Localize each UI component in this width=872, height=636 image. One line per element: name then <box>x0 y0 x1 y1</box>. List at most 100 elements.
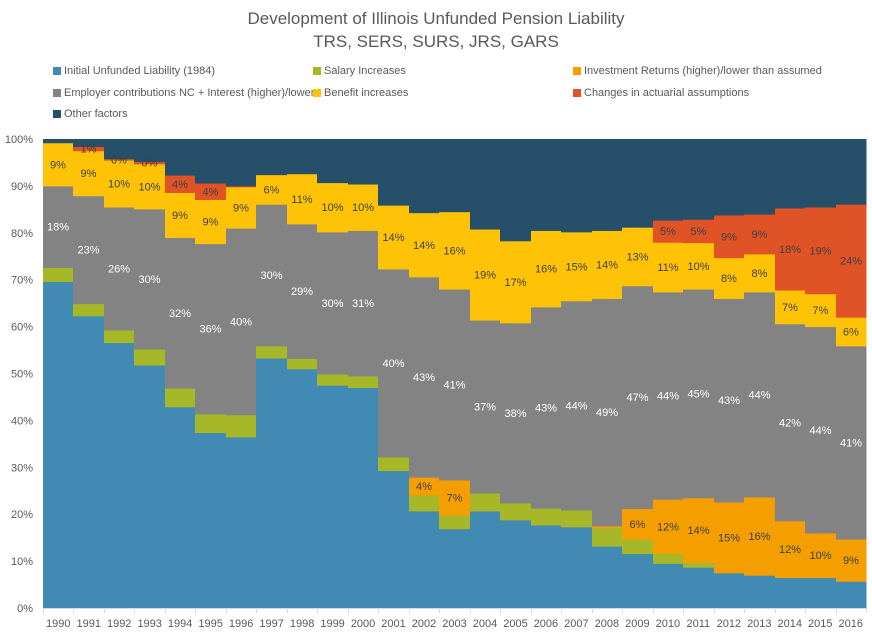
data-label: 9% <box>81 168 97 180</box>
area-segment <box>165 175 196 193</box>
data-label: 43% <box>718 395 740 407</box>
area-segment <box>683 242 715 290</box>
data-label: 40% <box>382 358 404 370</box>
data-label: 7% <box>782 302 798 314</box>
x-tick-label: 2001 <box>381 618 405 630</box>
area-segment <box>744 291 776 498</box>
area-segment <box>592 527 623 547</box>
legend-swatch <box>53 110 61 118</box>
x-tick-label: 2012 <box>717 618 741 630</box>
x-tick-label: 1997 <box>259 618 283 630</box>
area-segment <box>683 497 715 564</box>
area-segment <box>622 508 654 540</box>
area-segment <box>653 499 684 555</box>
data-label: 6% <box>264 184 280 196</box>
x-tick-label: 1990 <box>46 618 70 630</box>
area-segment <box>165 406 196 609</box>
x-tick-label: 2000 <box>351 618 375 630</box>
area-segment <box>134 208 166 350</box>
data-label: 45% <box>687 388 709 400</box>
area-segment <box>256 358 288 609</box>
x-tick-label: 1995 <box>198 618 222 630</box>
y-tick-label: 90% <box>11 181 33 193</box>
area-segment <box>317 373 349 386</box>
area-segment <box>439 515 471 530</box>
area-segment <box>226 139 257 187</box>
area-segment <box>256 204 288 347</box>
area-segment <box>653 220 684 243</box>
data-label: 19% <box>809 245 831 257</box>
area-segment <box>287 139 318 175</box>
data-label: 30% <box>138 274 160 286</box>
legend-swatch <box>573 67 581 75</box>
area-segment <box>439 139 471 213</box>
data-label: 29% <box>291 286 313 298</box>
area-segment <box>805 139 837 208</box>
area-segment <box>683 289 715 499</box>
area-segment <box>653 291 684 500</box>
area-segment <box>836 204 867 318</box>
area-segment <box>73 303 105 317</box>
data-label: 15% <box>565 261 587 273</box>
area-segment <box>409 510 440 609</box>
area-segment <box>104 158 135 161</box>
x-tick-label: 1998 <box>290 618 314 630</box>
area-segment <box>43 267 74 283</box>
area-segment <box>622 285 654 510</box>
area-segment <box>104 139 135 160</box>
area-segment <box>348 139 379 185</box>
area-segment <box>470 139 501 230</box>
legend-item-other: Other factors <box>53 108 128 120</box>
area-segment <box>195 139 227 184</box>
x-tick-label: 2002 <box>412 618 436 630</box>
legend-label: Employer contributions NC + Interest (hi… <box>64 87 315 99</box>
legend-label: Benefit increases <box>324 87 409 99</box>
area-segment <box>73 315 105 609</box>
area-segment <box>134 349 166 366</box>
data-label: 7% <box>447 493 463 505</box>
data-label: 44% <box>565 400 587 412</box>
y-tick-label: 80% <box>11 228 33 240</box>
legend-item-employer: Employer contributions NC + Interest (hi… <box>53 87 314 99</box>
data-label: 16% <box>535 264 557 276</box>
area-segment <box>775 139 806 209</box>
area-segment <box>165 388 196 408</box>
data-label: 49% <box>596 407 618 419</box>
x-tick-label: 2011 <box>687 618 711 630</box>
area-segment <box>744 253 776 293</box>
data-label: 8% <box>721 273 737 285</box>
legend-swatch <box>573 89 581 97</box>
data-label: 4% <box>172 179 188 191</box>
area-segment <box>500 519 532 609</box>
area-segment <box>683 139 715 220</box>
data-label: 9% <box>203 217 219 229</box>
area-segment <box>561 509 593 528</box>
area-segment <box>775 207 806 291</box>
area-segment <box>683 562 715 568</box>
area-segment <box>653 563 684 609</box>
area-segment <box>43 281 74 609</box>
area-segment <box>409 477 440 496</box>
x-tick-label: 2004 <box>473 618 497 630</box>
legend-label: Changes in actuarial assumptions <box>584 87 750 99</box>
area-segment <box>714 572 745 609</box>
legend-item-benefit: Benefit increases <box>313 87 408 99</box>
area-segment <box>531 306 562 509</box>
legend-swatch <box>313 89 321 97</box>
y-tick-label: 0% <box>17 603 33 615</box>
area-segment <box>622 539 654 555</box>
area-segment <box>744 139 776 215</box>
area-segment <box>43 142 74 187</box>
area-segment <box>134 161 166 165</box>
area-segment <box>836 317 867 347</box>
y-tick-label: 10% <box>11 556 33 568</box>
legend-item-salary: Salary Increases <box>313 65 406 77</box>
legend-item-investment: Investment Returns (higher)/lower than a… <box>573 65 822 77</box>
data-label: 0% <box>142 158 158 170</box>
area-segment <box>378 139 410 206</box>
data-label: 16% <box>443 245 465 257</box>
y-tick-label: 100% <box>5 134 33 146</box>
area-segment <box>531 139 562 231</box>
data-label: 30% <box>321 298 343 310</box>
